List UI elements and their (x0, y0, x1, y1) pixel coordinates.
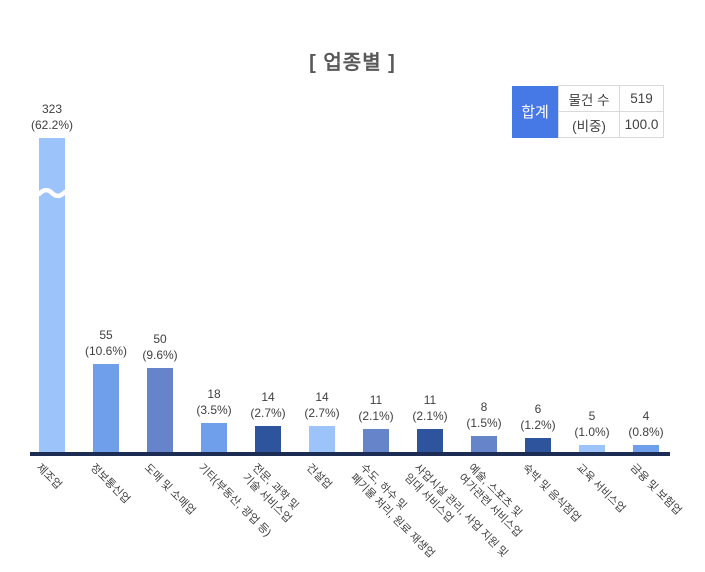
bar-value-label: 50 (9.6%) (142, 332, 178, 362)
bar (93, 364, 119, 452)
bar-value-label: 6 (1.2%) (520, 402, 556, 432)
bar (147, 368, 173, 452)
bar-value-label: 5 (1.0%) (574, 409, 610, 439)
bar (471, 436, 497, 452)
category-label: 교육 서비스업 (573, 461, 628, 516)
bar (633, 445, 659, 452)
bar-value-label: 11 (2.1%) (412, 393, 448, 423)
bar-value-label: 4 (0.8%) (628, 409, 664, 439)
bar (579, 445, 605, 452)
category-label: 정보통신업 (87, 461, 133, 506)
bar-value-label: 14 (2.7%) (304, 390, 340, 420)
bar-value-label: 18 (3.5%) (196, 387, 232, 417)
bar (417, 429, 443, 452)
axis-break-wave-icon (39, 188, 65, 198)
summary-count-value: 519 (619, 85, 664, 112)
bar (39, 138, 65, 452)
bar-value-label: 11 (2.1%) (358, 393, 394, 423)
summary-ratio-value: 100.0 (619, 111, 664, 138)
x-axis-line (30, 452, 670, 456)
bar (255, 426, 281, 452)
bar (363, 429, 389, 452)
bar (201, 423, 227, 452)
bar-value-label: 55 (10.6%) (84, 328, 128, 358)
category-label: 도매 및 소매업 (141, 461, 198, 518)
category-label: 금융 및 보험업 (627, 461, 684, 518)
category-label: 건설업 (303, 461, 334, 492)
bar-value-label: 14 (2.7%) (250, 390, 286, 420)
summary-ratio-label: (비중) (558, 111, 620, 138)
bar-value-label: 8 (1.5%) (466, 400, 502, 430)
bar (525, 438, 551, 452)
category-label: 제조업 (33, 461, 64, 492)
bar (309, 426, 335, 452)
summary-total-cell: 합계 (512, 85, 559, 138)
summary-table: 합계 물건 수 519 (비중) 100.0 (512, 85, 664, 138)
chart-title: [ 업종별 ] (309, 52, 396, 74)
bar-value-label: 323 (62.2%) (30, 102, 74, 132)
